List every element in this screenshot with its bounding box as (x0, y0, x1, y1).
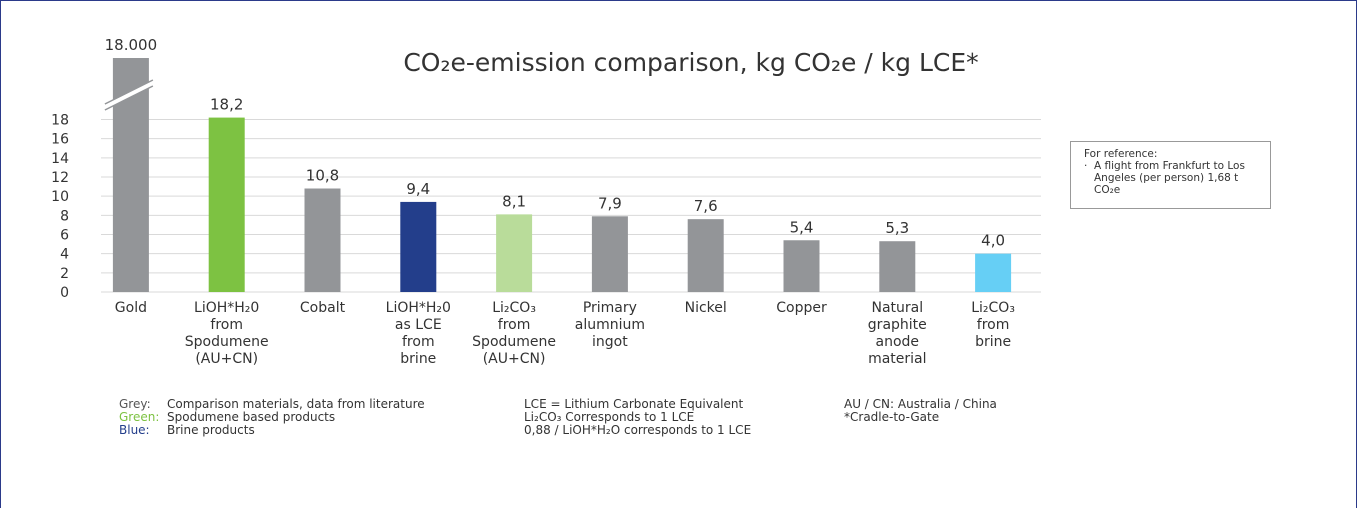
x-tick-label: Copper (776, 300, 827, 316)
bar (496, 214, 533, 292)
x-tick-label: Li₂CO₃ from brine (971, 300, 1015, 350)
legend-text: Comparison materials, data from literatu… (167, 397, 425, 411)
legend-label: Grey: (119, 397, 151, 411)
note-line: *Cradle-to-Gate (844, 410, 940, 424)
value-label: 18,2 (210, 96, 243, 114)
y-tick-label: 0 (60, 285, 69, 301)
value-label: 8,1 (502, 192, 526, 210)
reference-title: For reference: (1084, 148, 1158, 160)
legend-label: Blue: (119, 423, 150, 437)
value-label: 18.000 (105, 36, 158, 54)
note-line: 0,88 / LiOH*H₂O corresponds to 1 LCE (524, 423, 752, 437)
note-line: LCE = Lithium Carbonate Equivalent (524, 397, 744, 411)
y-tick-label: 16 (51, 132, 69, 148)
value-label: 5,4 (790, 218, 814, 236)
legend-label: Green: (119, 410, 160, 424)
y-tick-label: 18 (51, 113, 69, 129)
y-tick-label: 6 (60, 228, 69, 244)
chart-title: CO₂e-emission comparison, kg CO₂e / kg L… (403, 48, 978, 77)
bar (208, 117, 245, 292)
note-line: Li₂CO₃ Corresponds to 1 LCE (524, 410, 695, 424)
value-label: 10,8 (306, 167, 339, 185)
value-label: 4,0 (981, 232, 1005, 250)
x-tick-label: Nickel (684, 300, 727, 316)
legend: Grey: Comparison materials, data from lit… (119, 398, 425, 437)
value-label: 9,4 (406, 180, 430, 198)
value-label: 7,6 (694, 197, 718, 215)
bar (879, 241, 916, 292)
axis-break-line (104, 79, 154, 105)
x-tick-label: Li₂CO₃ from Spodumene (AU+CN) (472, 300, 557, 367)
y-tick-label: 2 (60, 266, 69, 282)
value-label: 5,3 (885, 219, 909, 237)
bar (591, 216, 628, 292)
x-tick-label: Cobalt (299, 300, 346, 316)
legend-entry: Grey: Comparison materials, data from lit… (119, 398, 425, 411)
bar (975, 253, 1012, 292)
legend-text: Spodumene based products (167, 410, 336, 424)
legend-text: Brine products (167, 423, 255, 437)
axis-break-line (104, 85, 154, 111)
bullet: · (1084, 160, 1088, 172)
x-tick-label: Natural graphite anode material (867, 300, 927, 367)
bar (687, 219, 724, 292)
bar (783, 240, 820, 292)
y-tick-label: 12 (51, 170, 69, 186)
value-label: 7,9 (598, 194, 622, 212)
bar (304, 188, 341, 292)
reference-box: For reference: · A flight from Frankfurt … (1070, 141, 1271, 209)
notes-middle: LCE = Lithium Carbonate Equivalent Li₂CO₃… (524, 398, 751, 437)
y-tick-label: 10 (51, 189, 69, 205)
bar (400, 201, 437, 292)
x-tick-label: Primary alumnium ingot (574, 300, 646, 350)
notes-right: AU / CN: Australia / China *Cradle-to-Gat… (844, 398, 997, 424)
axis-break (104, 80, 153, 110)
x-tick-label: LiOH*H₂0 from Spodumene (AU+CN) (184, 300, 269, 367)
y-tick-label: 8 (60, 208, 69, 224)
legend-entry: Green: Spodumene based products (119, 411, 425, 424)
y-tick-label: 4 (60, 247, 69, 263)
x-tick-label: LiOH*H₂0 as LCE from brine (385, 300, 451, 367)
legend-entry: Blue: Brine products (119, 424, 425, 437)
note-line: AU / CN: Australia / China (844, 397, 997, 411)
y-tick-label: 14 (51, 151, 69, 167)
x-tick-label: Gold (114, 300, 147, 316)
reference-text: A flight from Frankfurt to Los Angeles (… (1094, 160, 1245, 196)
